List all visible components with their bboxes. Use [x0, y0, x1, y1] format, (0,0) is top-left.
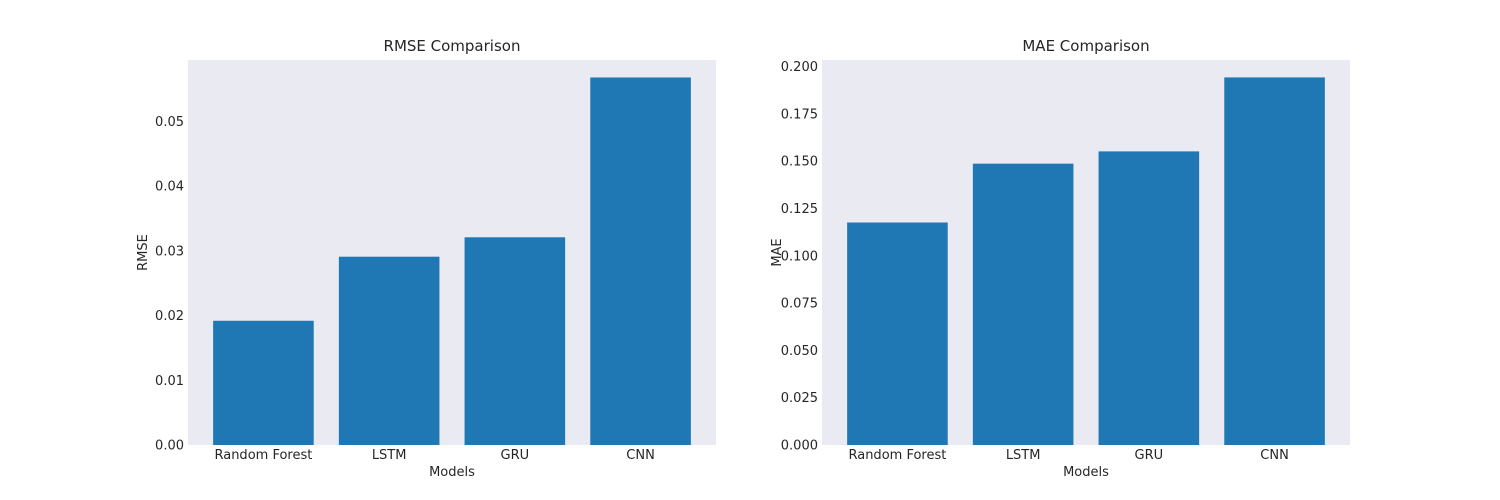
- mae-bar: [1224, 77, 1325, 446]
- rmse-y-tick-label: 0.00: [155, 439, 184, 454]
- mae-y-tick-label: 0.050: [781, 344, 818, 359]
- mae-y-tick-label: 0.075: [781, 297, 818, 312]
- mae-bar: [847, 222, 948, 445]
- mae-x-tick-label: Random Forest: [848, 448, 946, 463]
- mae-y-tick-label: 0.025: [781, 391, 818, 406]
- rmse-y-tick-label: 0.01: [155, 374, 184, 389]
- mae-chart-title: MAE Comparison: [1022, 37, 1149, 55]
- mae-x-tick-label: CNN: [1260, 448, 1289, 463]
- mae-x-tick-label: LSTM: [1006, 448, 1041, 463]
- rmse-x-tick-label: Random Forest: [214, 448, 312, 463]
- rmse-y-tick-label: 0.04: [155, 180, 184, 195]
- rmse-x-axis-label: Models: [429, 465, 475, 480]
- rmse-bar: [338, 256, 440, 445]
- mae-chart: 0.000 0.025 0.050 0.075 0.100 0.125 0.150 0.175…: [770, 37, 1350, 480]
- mae-y-tick-label: 0.100: [781, 249, 818, 264]
- rmse-bar: [213, 320, 314, 445]
- rmse-y-axis-label: RMSE: [136, 234, 151, 271]
- mae-x-axis-label: Models: [1063, 465, 1109, 480]
- rmse-x-axis-ticks: Random Forest LSTM GRU CNN: [214, 448, 654, 463]
- mae-y-axis-ticks: 0.000 0.025 0.050 0.075 0.100 0.125 0.150 0.175…: [781, 60, 818, 453]
- rmse-y-tick-label: 0.05: [155, 115, 184, 130]
- rmse-chart-title: RMSE Comparison: [384, 37, 521, 55]
- rmse-x-tick-label: CNN: [626, 448, 655, 463]
- mae-y-tick-label: 0.175: [781, 107, 818, 122]
- mae-y-tick-label: 0.200: [781, 60, 818, 75]
- rmse-bar: [590, 77, 691, 446]
- mae-y-axis-label: MAE: [770, 238, 785, 266]
- mae-bar: [972, 163, 1074, 446]
- rmse-y-tick-label: 0.03: [155, 244, 184, 259]
- mae-y-tick-label: 0.000: [781, 439, 818, 454]
- mae-bars: [847, 77, 1325, 446]
- mae-bar: [1098, 151, 1200, 446]
- mae-x-axis-ticks: Random Forest LSTM GRU CNN: [848, 448, 1288, 463]
- mae-y-tick-label: 0.125: [781, 202, 818, 217]
- rmse-x-tick-label: LSTM: [372, 448, 407, 463]
- rmse-y-axis-ticks: 0.00 0.01 0.02 0.03 0.04 0.05: [155, 115, 184, 454]
- mae-x-tick-label: GRU: [1135, 448, 1164, 463]
- rmse-bars: [213, 77, 691, 446]
- rmse-x-tick-label: GRU: [501, 448, 530, 463]
- rmse-bar: [464, 237, 566, 445]
- rmse-chart: 0.00 0.01 0.02 0.03 0.04 0.05 Random Forest LS…: [136, 37, 716, 480]
- rmse-y-tick-label: 0.02: [155, 309, 184, 324]
- mae-y-tick-label: 0.150: [781, 155, 818, 170]
